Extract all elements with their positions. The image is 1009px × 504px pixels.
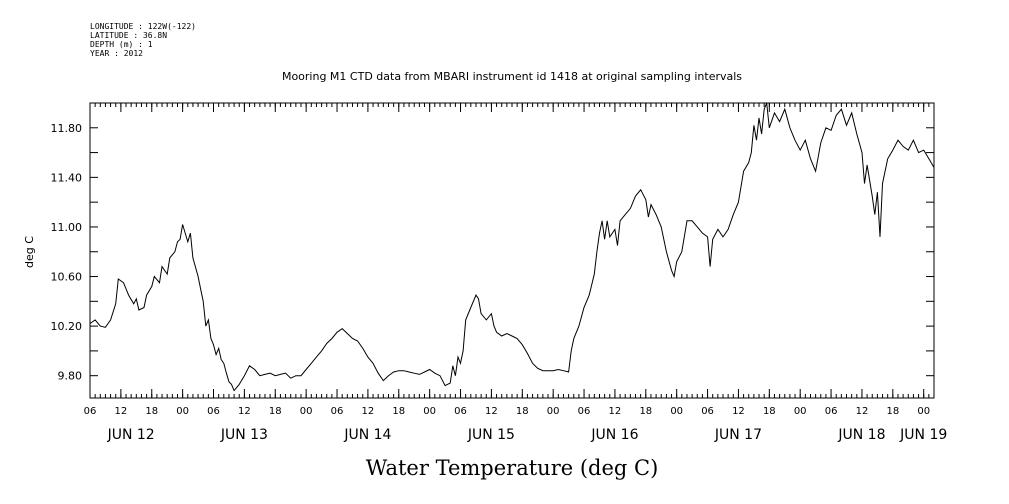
x-tick-label: 00 (547, 406, 560, 417)
x-tick-label: 00 (794, 406, 807, 417)
year-label: YEAR : 2012 (90, 49, 143, 58)
y-tick-label: 11.40 (51, 171, 83, 184)
x-tick-label: 18 (145, 406, 158, 417)
x-day-label: JUN 14 (343, 427, 391, 443)
x-day-label: JUN 17 (714, 427, 762, 443)
x-tick-label: 12 (732, 406, 745, 417)
latitude-label: LATITUDE : 36.8N (90, 31, 168, 40)
x-tick-label: 00 (176, 406, 189, 417)
x-tick-label: 18 (392, 406, 405, 417)
metadata-block: LONGITUDE : 122W(-122) LATITUDE : 36.8N … (90, 22, 196, 58)
x-tick-label: 18 (269, 406, 282, 417)
x-day-label: JUN 19 (899, 427, 947, 443)
x-day-label: JUN 15 (467, 427, 515, 443)
x-tick-label: 18 (516, 406, 529, 417)
x-tick-label: 12 (238, 406, 251, 417)
x-day-label: JUN 13 (220, 427, 268, 443)
depth-label: DEPTH (m) : 1 (90, 40, 153, 49)
series-line-water-temperature (89, 102, 935, 392)
x-tick-label: 12 (362, 406, 375, 417)
y-axis-label: deg C (23, 236, 36, 268)
x-day-label: JUN 16 (590, 427, 638, 443)
y-tick-label: 10.60 (51, 271, 83, 284)
x-tick-label: 12 (609, 406, 622, 417)
x-tick-label: 00 (670, 406, 683, 417)
x-tick-label: 18 (886, 406, 899, 417)
longitude-label: LONGITUDE : 122W(-122) (90, 22, 196, 31)
x-tick-label: 06 (331, 406, 344, 417)
x-day-label: JUN 12 (107, 427, 155, 443)
axis-ticks (89, 102, 935, 398)
x-tick-label: 12 (115, 406, 128, 417)
x-tick-label: 06 (825, 406, 838, 417)
x-tick-label: 06 (701, 406, 714, 417)
y-tick-label: 11.00 (51, 221, 83, 234)
y-tick-label: 9.80 (58, 370, 83, 383)
x-day-label: JUN 18 (837, 427, 885, 443)
x-tick-label: 00 (423, 406, 436, 417)
x-axis-label: Water Temperature (deg C) (366, 456, 659, 480)
tick-labels: 06 12 18 00 06 12 18 00 06 12 18 00 06 12 18 00 06 12 18 00… (51, 122, 948, 443)
chart-title: Mooring M1 CTD data from MBARI instrumen… (282, 70, 742, 83)
y-tick-label: 10.20 (51, 320, 83, 333)
x-tick-label: 06 (84, 406, 97, 417)
x-tick-label: 06 (207, 406, 220, 417)
x-tick-label: 06 (578, 406, 591, 417)
x-tick-label: 18 (763, 406, 776, 417)
x-tick-label: 12 (485, 406, 498, 417)
x-tick-label: 18 (639, 406, 652, 417)
y-tick-label: 11.80 (51, 122, 83, 135)
x-tick-label: 12 (856, 406, 869, 417)
x-tick-label: 00 (300, 406, 313, 417)
x-tick-label: 00 (917, 406, 930, 417)
x-tick-label: 06 (454, 406, 467, 417)
